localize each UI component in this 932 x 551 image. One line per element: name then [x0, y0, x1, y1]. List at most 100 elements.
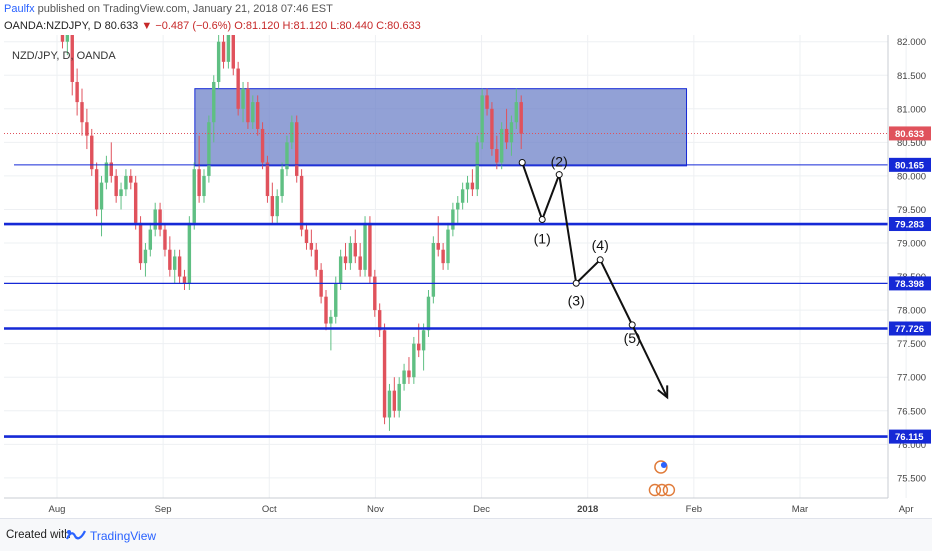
- wave-label: (5): [624, 330, 641, 346]
- candle-body: [514, 102, 519, 123]
- candle: [480, 88, 484, 150]
- price-tick-label: 81.000: [897, 104, 926, 115]
- candle: [221, 35, 226, 69]
- candle: [407, 357, 411, 384]
- ohlc-high: H:81.120: [282, 20, 328, 32]
- candle: [177, 249, 182, 284]
- price-tick-label: 80.500: [897, 138, 926, 149]
- candle-body: [368, 222, 372, 277]
- candle: [70, 35, 74, 96]
- created-with-text: Created with: [6, 529, 71, 541]
- tradingview-logo-icon[interactable]: [66, 528, 86, 542]
- candle: [202, 169, 206, 203]
- candle: [119, 182, 123, 210]
- tradingview-brand-link[interactable]: TradingView: [90, 529, 157, 543]
- candle: [94, 162, 99, 217]
- candle-body: [387, 390, 392, 418]
- time-tick-label: 2018: [577, 504, 598, 515]
- wave-node: [596, 256, 604, 264]
- candle: [426, 289, 431, 337]
- candle: [353, 229, 357, 264]
- candle-body: [363, 222, 367, 270]
- candle: [299, 169, 304, 237]
- candle: [382, 323, 387, 425]
- wave-label: (3): [568, 292, 585, 308]
- candle-body: [426, 296, 431, 331]
- candle-body: [173, 256, 177, 270]
- candle-body: [94, 169, 99, 210]
- candle-body: [280, 169, 284, 197]
- candle-body: [402, 370, 406, 384]
- candle-body: [114, 175, 118, 197]
- candle: [133, 175, 138, 230]
- candle: [499, 122, 504, 170]
- ohlc-bar: OANDA:NZDJPY, D 80.633 ▼ −0.487 (−0.6%) …: [4, 20, 421, 32]
- candle-body: [251, 102, 255, 123]
- candle-body: [124, 175, 128, 190]
- wave-arrowhead: [657, 385, 669, 400]
- candle-body: [138, 222, 143, 264]
- author-link[interactable]: Paulfx: [4, 3, 35, 15]
- candle-body: [299, 175, 304, 230]
- candle-body: [451, 209, 455, 230]
- ohlc-open: O:81.120: [234, 20, 280, 32]
- resistance-zone: [194, 88, 688, 167]
- candle-body: [431, 243, 436, 297]
- candle: [207, 115, 211, 183]
- candle-body: [324, 296, 328, 324]
- candle: [309, 229, 314, 257]
- ohlc-close: C:80.633: [376, 20, 421, 32]
- candle: [60, 35, 65, 49]
- price-tick-label: 76.500: [897, 406, 926, 417]
- candle: [368, 216, 372, 284]
- candle-body: [334, 283, 338, 317]
- candle: [519, 95, 523, 150]
- candle-body: [441, 249, 445, 264]
- candle: [168, 236, 172, 277]
- candle: [85, 108, 89, 150]
- candle-body: [480, 95, 484, 143]
- candle: [348, 236, 353, 270]
- candle: [514, 88, 519, 129]
- candle: [397, 377, 401, 418]
- candle-body: [373, 276, 377, 311]
- candle-body: [275, 196, 279, 217]
- candle: [104, 155, 109, 190]
- level-badge-label: 78.398: [895, 279, 924, 290]
- candle-body: [270, 196, 275, 217]
- time-tick-label: Mar: [792, 504, 808, 515]
- candle-body: [153, 209, 157, 230]
- candle-body: [104, 162, 109, 183]
- price-chart[interactable]: 82.000 81.500 81.000 80.500 80.000 79.500 79.0…: [0, 0, 932, 518]
- candle: [99, 175, 104, 237]
- level-badge-label: 76.115: [895, 432, 924, 443]
- candle: [275, 189, 279, 223]
- publish-text: published on TradingView.com, January 21…: [34, 3, 333, 15]
- candle-body: [148, 229, 153, 250]
- candle: [504, 108, 509, 150]
- candle: [314, 243, 318, 277]
- candle: [173, 249, 177, 284]
- price-tick-label: 81.500: [897, 71, 926, 82]
- candle: [231, 35, 235, 76]
- candle: [456, 196, 460, 223]
- candle-body: [456, 202, 460, 210]
- candle: [495, 135, 499, 170]
- candle: [509, 115, 514, 156]
- candle: [280, 162, 284, 203]
- candle-body: [260, 128, 265, 163]
- candle-body: [314, 249, 318, 270]
- time-tick-label: Aug: [49, 504, 66, 515]
- candle-body: [407, 370, 411, 378]
- candle-body: [119, 189, 123, 197]
- candle-body: [285, 142, 289, 170]
- candle: [124, 169, 128, 197]
- level-badge-label: 77.726: [895, 324, 924, 335]
- candle: [212, 75, 216, 143]
- price-tick-label: 75.500: [897, 473, 926, 484]
- candle-body: [436, 243, 440, 250]
- price-tick-label: 77.000: [897, 373, 926, 384]
- candle: [334, 276, 338, 324]
- candle: [373, 269, 377, 317]
- time-tick-label: Nov: [367, 504, 384, 515]
